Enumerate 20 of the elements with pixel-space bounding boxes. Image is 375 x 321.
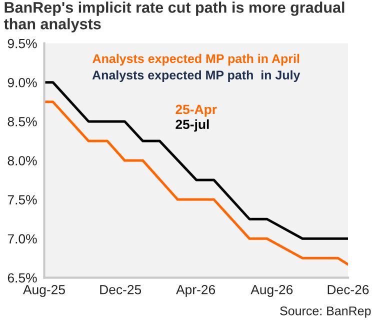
annotation: Analysts expected MP path in April (92, 54, 300, 66)
text: 25-Apr (176, 104, 217, 117)
y-tick-label: 6.5% (8, 273, 37, 283)
y-tick-label: 9.5% (8, 38, 37, 48)
x-tick-label: Dec-25 (100, 284, 142, 294)
x-tick-label: Dec-26 (328, 284, 369, 294)
line-series (44, 81, 348, 240)
x-tick-label: Aug-26 (250, 284, 293, 297)
y-tick-label: 8.0% (8, 156, 37, 166)
y-tick-label: 8.5% (8, 117, 37, 126)
y-tick-label: 9.0% (8, 78, 37, 88)
x-tick-label: Aug-25 (23, 284, 65, 297)
annotation: Analysts expected MP path in July (92, 70, 300, 82)
x-tick-label: Apr-26 (176, 284, 216, 297)
chart-title: BanRep's implicit rate cut path is more gradual than analysts (4, 2, 344, 32)
line-series (44, 100, 348, 266)
series-label: 25-jul (176, 119, 209, 132)
source-note: Source: BanRep (280, 306, 371, 318)
y-tick-label: 7.0% (8, 234, 37, 244)
y-tick-label: 7.5% (8, 195, 37, 204)
